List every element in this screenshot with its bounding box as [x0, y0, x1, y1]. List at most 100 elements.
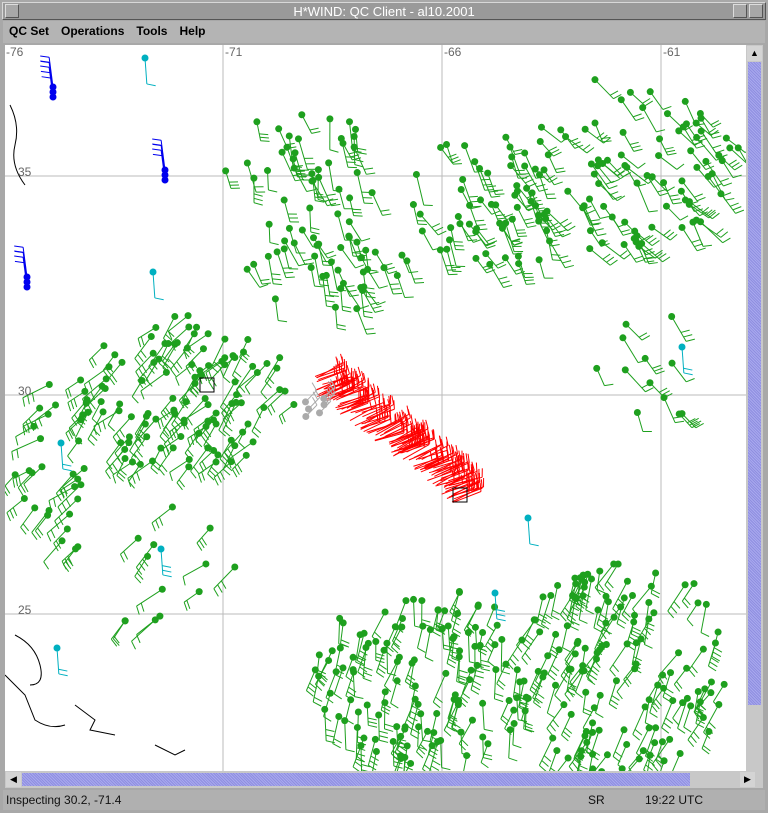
map-canvas[interactable] [5, 45, 746, 771]
observation-dot [479, 733, 487, 741]
wind-barb-flag [562, 610, 569, 619]
observation-dot [393, 677, 401, 685]
observation-dot [638, 240, 646, 248]
observation-dot [720, 680, 728, 688]
wind-barb-flag [569, 599, 578, 605]
wind-barb-flag [596, 132, 605, 139]
wind-barb-flag [516, 644, 523, 653]
wind-barb [297, 138, 308, 170]
observation-dot [290, 239, 298, 247]
wind-barb [620, 99, 637, 121]
wind-barb-flag [244, 386, 251, 395]
scroll-right-arrow-icon[interactable]: ▶ [740, 772, 755, 787]
wind-barb-flag [599, 134, 608, 142]
wind-barb-flag [384, 723, 394, 728]
minimize-button[interactable] [733, 4, 747, 18]
wind-barb-flag [523, 217, 533, 221]
wind-barb-flag [111, 374, 118, 383]
wind-barb [737, 147, 746, 163]
wind-barb [356, 172, 365, 204]
observation-dot [564, 187, 572, 195]
menu-qc-set[interactable]: QC Set [9, 24, 50, 38]
observation-dot [310, 234, 318, 242]
wind-barb-flag [720, 231, 729, 238]
observation-dot [301, 398, 309, 406]
observation-dot [594, 606, 602, 614]
observation-dot [610, 613, 618, 621]
horizontal-scroll-thumb[interactable] [22, 773, 690, 786]
wind-barb-flag [701, 748, 710, 755]
observation-dot [168, 503, 176, 511]
wind-barb [348, 391, 376, 407]
wind-map[interactable]: -76 -71 -66 -61 35 30 25 [5, 45, 746, 771]
wind-barb-flag [563, 222, 572, 228]
maximize-button[interactable] [749, 4, 763, 18]
wind-barb-flag [38, 417, 43, 427]
wind-barb-flag [459, 454, 462, 464]
wind-barb [134, 336, 152, 359]
wind-barb-flag [681, 600, 689, 609]
menu-help[interactable]: Help [179, 24, 206, 38]
observation-dot [156, 612, 164, 620]
scroll-up-arrow-icon[interactable]: ▲ [747, 46, 762, 61]
observation-dot [581, 125, 589, 133]
wind-barb [554, 669, 570, 696]
window-menu-button[interactable] [5, 4, 19, 18]
wind-barb-flag [369, 760, 378, 766]
observation-dot [144, 552, 152, 560]
wind-barb-flag [71, 417, 78, 426]
wind-barb [383, 267, 394, 295]
status-time: 19:22 UTC [645, 793, 704, 807]
wind-barb-flag [216, 474, 222, 483]
observation-dot [20, 494, 28, 502]
horizontal-scrollbar[interactable]: ◀ ▶ [5, 771, 763, 788]
observation-dot [308, 170, 316, 178]
wind-barb-flag [341, 377, 345, 387]
wind-barb-flag [27, 424, 30, 434]
wind-barb-flag [560, 675, 568, 683]
wind-barb-flag [16, 449, 19, 459]
wind-barb [534, 655, 549, 682]
wind-barb [345, 671, 355, 696]
vertical-scrollbar[interactable]: ▲ [746, 45, 763, 771]
wind-barb-flag [232, 469, 238, 478]
observation-dot [36, 404, 44, 412]
observation-dot [536, 628, 544, 636]
wind-barb-flag [667, 152, 677, 156]
wind-barb-flag [441, 450, 444, 460]
wind-barb-flag [346, 364, 350, 374]
wind-barb [624, 165, 638, 187]
observation-dot [589, 765, 597, 771]
wind-barb [603, 206, 619, 228]
wind-barb [31, 510, 50, 533]
wind-barb-flag [603, 629, 612, 635]
menu-operations[interactable]: Operations [61, 24, 125, 38]
observation-dot [362, 246, 370, 254]
observation-dot [492, 666, 500, 674]
wind-barb-flag [586, 209, 596, 215]
wind-barb-flag [140, 376, 146, 385]
vertical-scroll-thumb[interactable] [748, 62, 761, 705]
wind-barb-flag [703, 731, 711, 739]
observation-dot [28, 469, 36, 477]
wind-barb [617, 744, 628, 765]
menu-tools[interactable]: Tools [136, 24, 168, 38]
wind-barb-flag [564, 693, 571, 702]
wind-barb-flag [498, 276, 508, 280]
observation-dot [493, 621, 501, 629]
wind-barb-flag [565, 264, 574, 269]
wind-barb-flag [282, 267, 292, 269]
wind-barb-flag [152, 138, 162, 141]
observation-dot [244, 420, 252, 428]
wind-barb-flag [702, 244, 713, 247]
wind-barb-flag [352, 255, 362, 258]
wind-barb-flag [555, 233, 565, 237]
scroll-left-arrow-icon[interactable]: ◀ [6, 772, 21, 787]
wind-barb-flag [325, 734, 335, 738]
wind-barb [251, 407, 265, 432]
wind-barb-flag [329, 294, 339, 297]
wind-barb-flag [136, 471, 141, 481]
observation-dot [456, 647, 464, 655]
observation-dot [707, 678, 715, 686]
wind-barb-flag [465, 453, 468, 463]
